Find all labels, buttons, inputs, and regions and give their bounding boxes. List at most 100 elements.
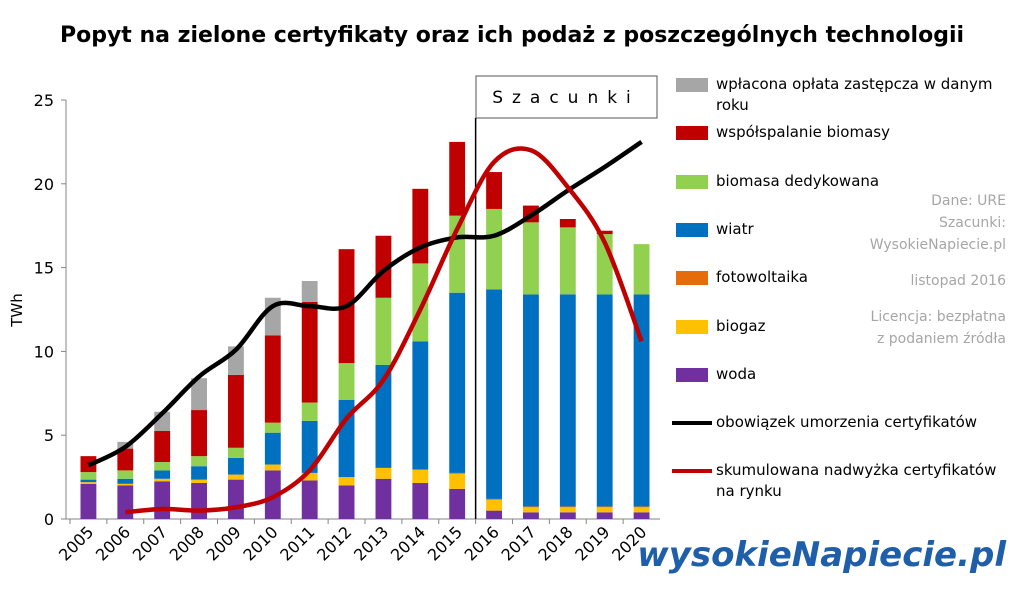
- bar-segment: [338, 485, 355, 519]
- bar-segment: [264, 464, 281, 471]
- legend-label: wiatr: [716, 219, 754, 238]
- bar-segment: [412, 341, 429, 470]
- y-tick-label: 15: [34, 259, 54, 278]
- bar-segment: [633, 506, 650, 508]
- bar-segment: [449, 141, 466, 216]
- bar-segment: [228, 479, 244, 519]
- bar-segment: [264, 432, 281, 465]
- notes: Dane: URE Szacunki: WysokieNapiecie.pl list…: [870, 190, 1006, 350]
- bar-segment: [486, 208, 502, 290]
- legend-swatch: [676, 319, 708, 334]
- legend-item: biogaz: [672, 316, 1017, 337]
- bar-segment: [117, 483, 134, 486]
- bar-segment: [301, 301, 318, 403]
- bar-segment: [338, 363, 355, 401]
- bar-segment: [559, 227, 576, 295]
- legend-item: skumulowana nadwyżka certyfikatów na ryn…: [672, 460, 1017, 502]
- note: Dane: URE: [931, 193, 1006, 209]
- legend-label: woda: [716, 364, 757, 383]
- legend-label: obowiązek umorzenia certyfikatów: [716, 413, 978, 432]
- bar-segment: [375, 478, 392, 519]
- bar-segment: [117, 485, 134, 519]
- bar-segment: [559, 507, 576, 513]
- x-tick-label: 2008: [166, 522, 208, 564]
- x-tick-label: 2018: [534, 522, 576, 564]
- x-tick-label: 2011: [276, 522, 318, 564]
- bar-segment: [228, 474, 244, 480]
- bar-segment: [559, 512, 576, 519]
- bar-segment: [301, 480, 318, 519]
- legend-item: obowiązek umorzenia certyfikatów: [672, 412, 1017, 433]
- bar-segment: [301, 472, 318, 481]
- bar-segment: [596, 294, 613, 507]
- legend-line: [672, 469, 712, 474]
- y-tick-label: 5: [44, 426, 54, 445]
- x-tick-label: 2007: [129, 522, 171, 564]
- x-tick-label: 2015: [424, 522, 466, 564]
- bar-segment: [191, 410, 207, 457]
- legend-swatch: [676, 174, 708, 189]
- y-tick-label: 25: [34, 91, 54, 110]
- legend-line: [672, 421, 712, 426]
- bar-segment: [228, 374, 244, 448]
- legend-item: woda: [672, 364, 1017, 385]
- bar-segment: [80, 472, 97, 480]
- legend-label: fotowoltaika: [716, 268, 808, 287]
- bar-segment: [191, 456, 207, 467]
- logo: wysokieNapiecie.pl: [637, 535, 1007, 575]
- bar-segment: [338, 400, 355, 478]
- line-series: [87, 140, 643, 468]
- note: Licencja: bezpłatna: [870, 309, 1006, 325]
- bar-segment: [633, 507, 650, 513]
- bar-segment: [301, 402, 318, 421]
- bar-segment: [559, 294, 576, 507]
- x-tick-label: 2009: [203, 522, 245, 564]
- legend-swatch: [676, 222, 708, 237]
- bar-segment: [80, 482, 97, 484]
- x-tick-label: 2013: [350, 522, 392, 564]
- bar-segment: [80, 483, 97, 519]
- bar-segment: [228, 457, 244, 475]
- y-axis-label: TWh: [8, 293, 26, 328]
- bar-segment: [486, 172, 502, 209]
- bar-segment: [486, 289, 502, 499]
- x-tick-label: 2017: [498, 522, 540, 564]
- bar-segment: [523, 222, 539, 295]
- bar-segment: [486, 499, 502, 511]
- bar-segment: [228, 447, 244, 458]
- bar-segment: [559, 506, 576, 508]
- x-tick-label: 2005: [55, 522, 97, 564]
- legend-label: skumulowana nadwyżka certyfikatów na ryn…: [716, 461, 997, 501]
- bar-segment: [191, 482, 207, 519]
- bar-segment: [412, 469, 429, 483]
- legend-item: biomasa dedykowana: [672, 171, 1017, 192]
- bar-segment: [633, 294, 650, 507]
- bar-segment: [191, 479, 207, 483]
- x-tick-label: 2010: [239, 522, 281, 564]
- x-tick-label: 2016: [461, 522, 503, 564]
- y-tick-label: 20: [34, 175, 54, 194]
- bar-segment: [154, 431, 171, 463]
- bar-segment: [449, 488, 466, 519]
- line-series: [125, 146, 644, 515]
- bar-segment: [301, 420, 318, 473]
- bar-segment: [154, 481, 171, 519]
- legend-swatch: [676, 78, 708, 92]
- bar-segment: [375, 235, 392, 298]
- x-tick-label: 2014: [387, 522, 429, 564]
- bar-segment: [633, 244, 650, 295]
- note: listopad 2016: [910, 273, 1006, 289]
- legend-swatch: [676, 367, 708, 382]
- bar-segment: [486, 510, 502, 519]
- bar-segment: [154, 470, 171, 479]
- bar-segment: [596, 512, 613, 519]
- bar-segment: [449, 472, 466, 474]
- y-tick-label: 10: [34, 342, 54, 361]
- legend-label: współspalanie biomasy: [716, 123, 890, 142]
- bar-segment: [596, 506, 613, 508]
- bar-segment: [523, 507, 539, 513]
- bar-segment: [154, 462, 171, 471]
- legend-item: fotowoltaika: [672, 267, 1017, 288]
- bar-segment: [117, 448, 134, 471]
